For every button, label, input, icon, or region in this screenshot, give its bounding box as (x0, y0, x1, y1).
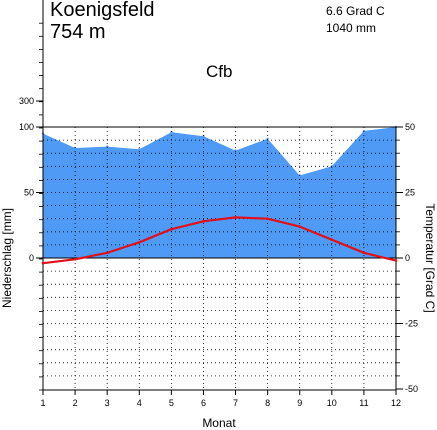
temperature-point-7 (234, 216, 237, 219)
right-axis-label: Temperatur [Grad C] (423, 203, 437, 312)
temperature-point-5 (170, 227, 173, 231)
mean-temperature: 6.6 Grad C (326, 4, 385, 18)
right-tick-label-50: 50 (405, 122, 415, 132)
precipitation-point-5 (170, 131, 173, 134)
x-tick-label-3: 3 (105, 398, 110, 408)
temperature-point-6 (202, 220, 205, 223)
x-axis-label: Monat (202, 416, 236, 430)
left-tick-label-100: 100 (19, 122, 34, 132)
x-tick-label-4: 4 (137, 398, 142, 408)
precipitation-area-layer (41, 125, 398, 258)
temperature-line-layer (41, 216, 398, 265)
right-tick-label-0: 0 (405, 253, 410, 263)
precipitation-point-3 (106, 145, 109, 148)
temperature-point-9 (298, 225, 302, 228)
x-tick-label-6: 6 (201, 398, 206, 408)
precipitation-point-7 (234, 149, 237, 152)
precipitation-point-8 (266, 137, 269, 140)
x-tick-label-1: 1 (40, 398, 45, 408)
annual-precipitation: 1040 mm (326, 21, 376, 35)
temperature-line (42, 216, 397, 265)
precipitation-point-6 (202, 135, 205, 138)
plot-frame-layer (42, 0, 397, 391)
left-axis-label: Niederschlag [mm] (0, 208, 14, 308)
temperature-point-2 (73, 258, 77, 261)
precipitation-point-4 (138, 148, 141, 151)
temperature-point-8 (266, 217, 269, 220)
x-tick-label-10: 10 (327, 398, 337, 408)
precipitation-point-11 (362, 129, 366, 133)
left-tick-label-300: 300 (19, 96, 34, 106)
right-tick-label--25: -25 (405, 319, 418, 329)
x-tick-label-5: 5 (169, 398, 174, 408)
x-tick-label-12: 12 (391, 398, 401, 408)
right-tick-label--50: -50 (405, 384, 418, 394)
left-tick-label-0: 0 (29, 253, 34, 263)
temperature-point-3 (105, 251, 109, 255)
temperature-point-1 (41, 261, 45, 265)
station-elevation: 754 m (50, 21, 106, 43)
x-tick-label-8: 8 (265, 398, 270, 408)
temperature-point-12 (394, 259, 398, 262)
station-name: Koenigsfeld (50, 0, 155, 21)
x-tick-label-11: 11 (359, 398, 368, 408)
temperature-point-10 (330, 238, 334, 241)
x-tick-label-9: 9 (297, 398, 302, 408)
grid-layer (42, 127, 397, 390)
x-tick-label-7: 7 (233, 398, 238, 408)
climate-class: Cfb (206, 62, 232, 81)
temperature-point-4 (138, 241, 141, 244)
x-tick-label-2: 2 (73, 398, 78, 408)
right-tick-label-25: 25 (405, 188, 415, 198)
temperature-point-11 (362, 251, 366, 255)
left-tick-label-50: 50 (24, 188, 34, 198)
